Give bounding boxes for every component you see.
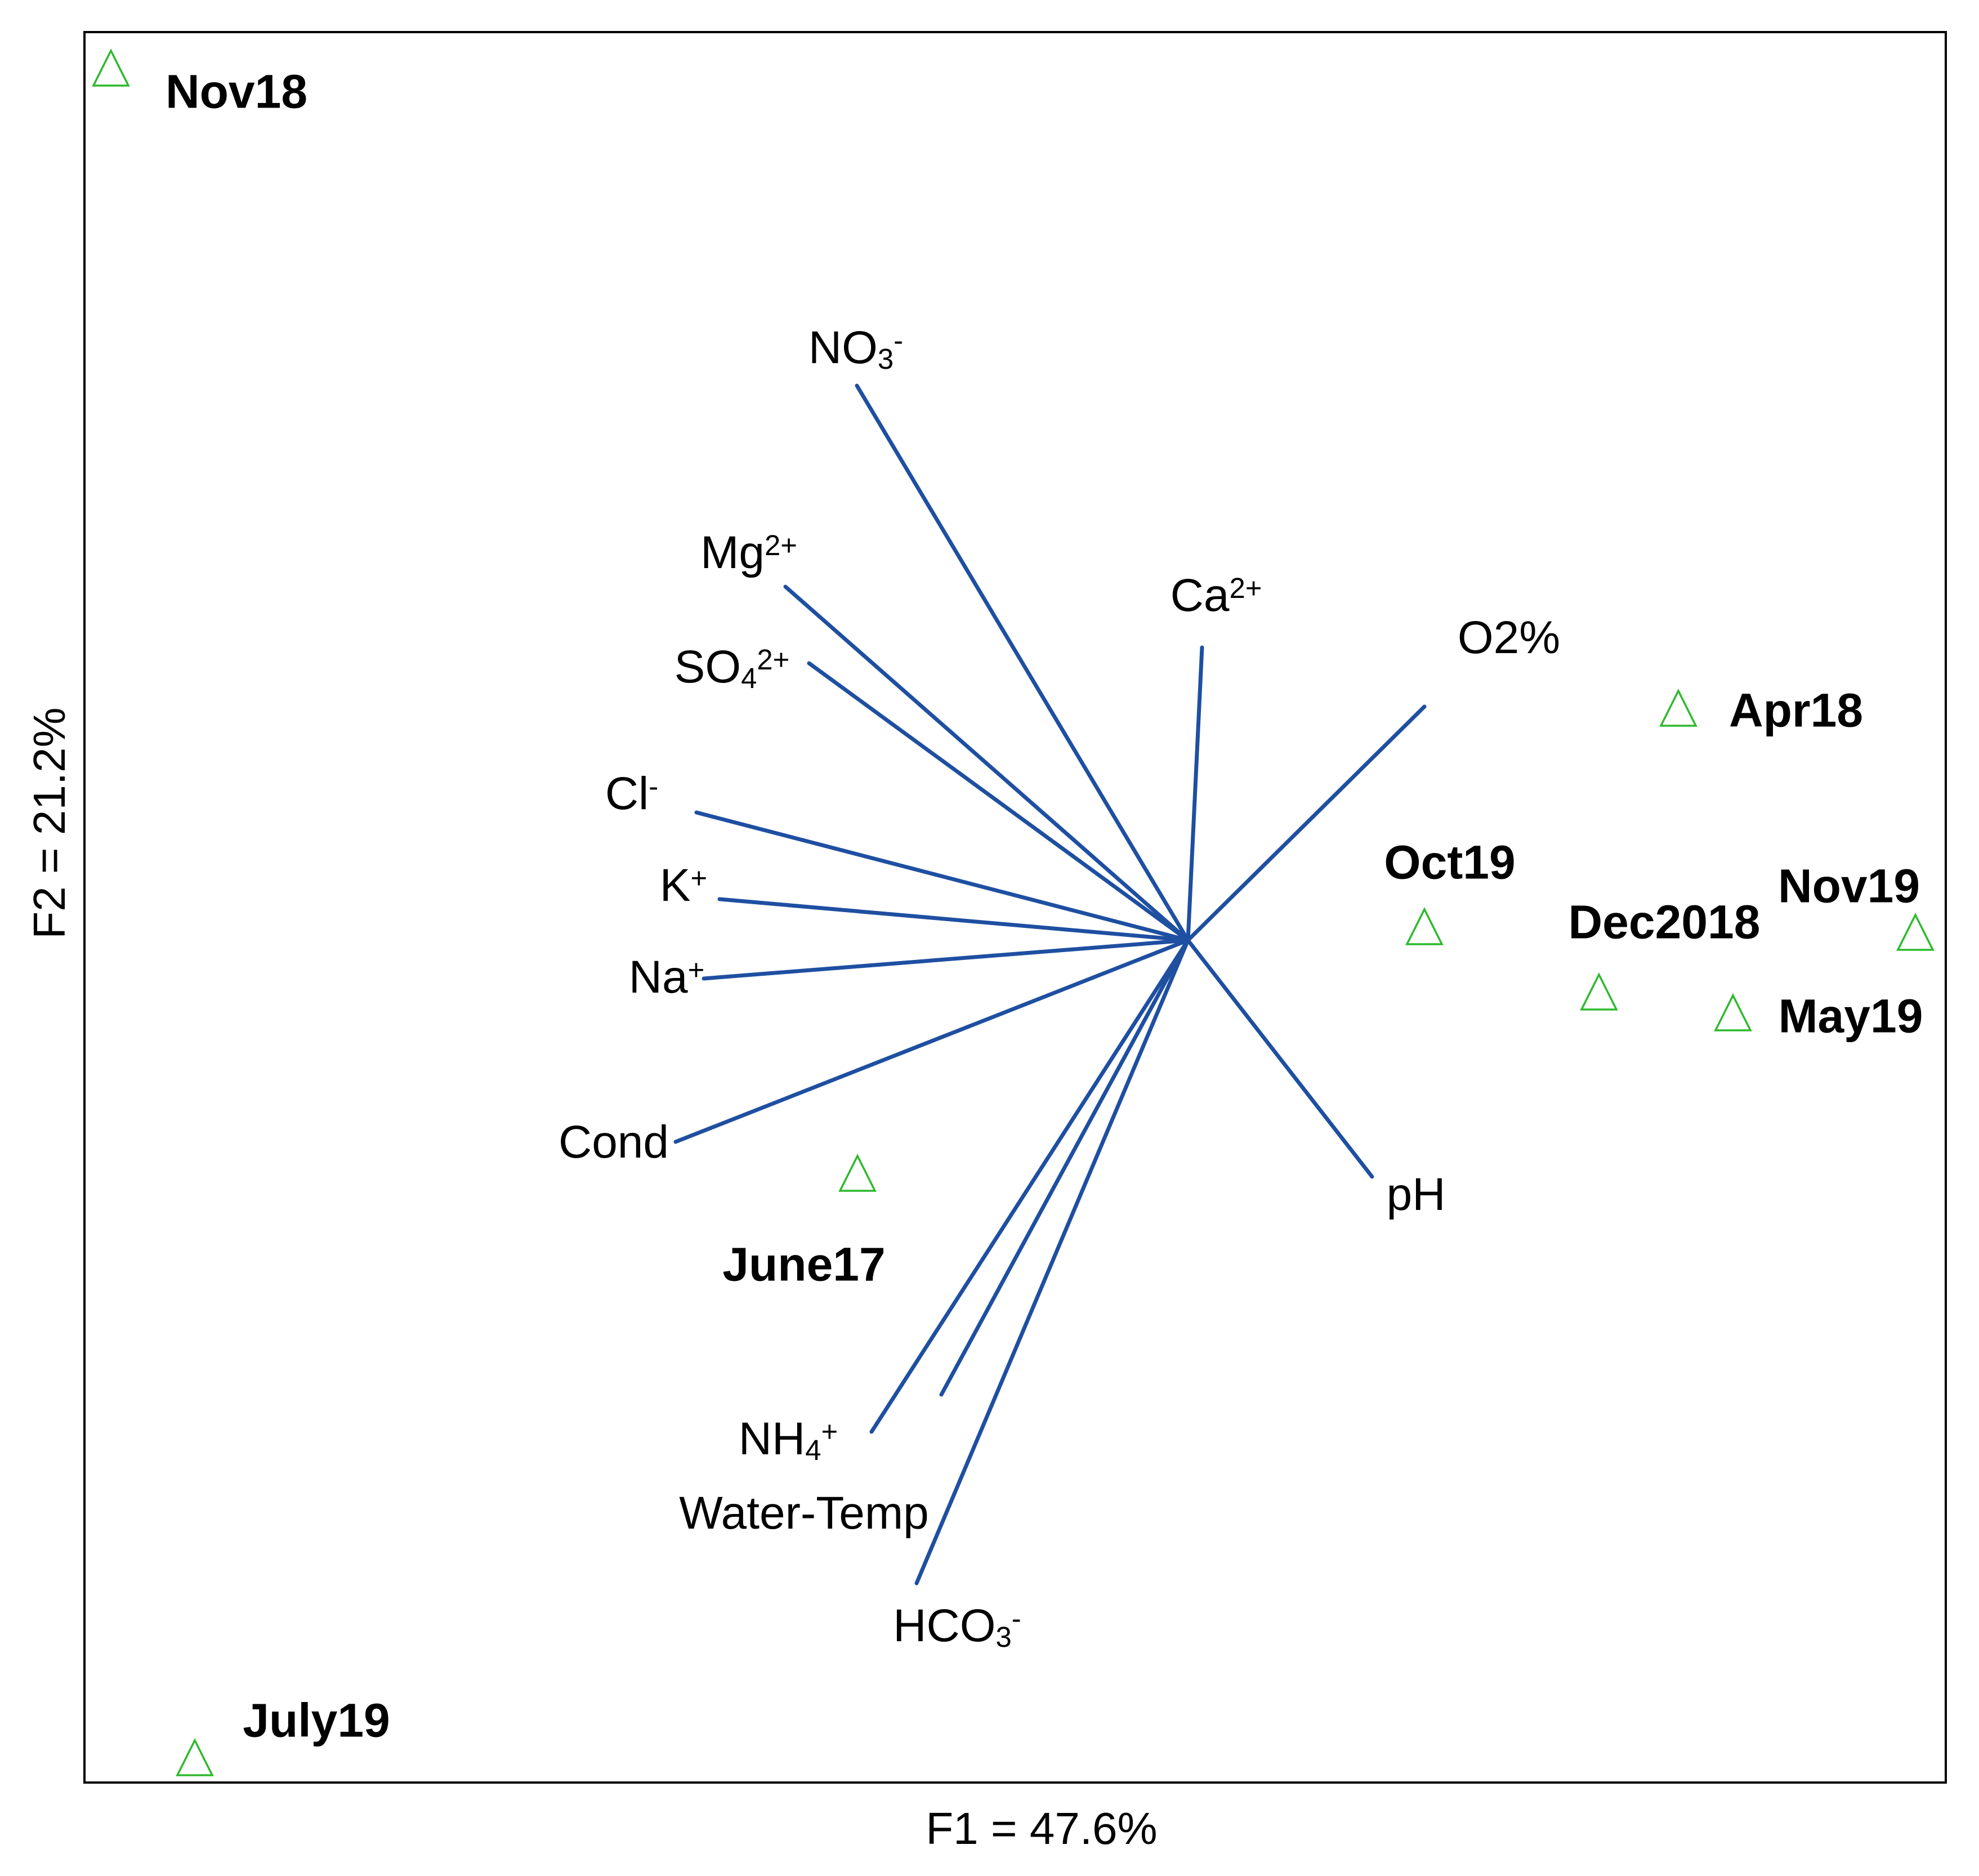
vector-label-hco3-segment: 3 (995, 1621, 1012, 1654)
vector-label-k-segment: + (690, 862, 708, 895)
vector-label-water-temp-segment: Water-Temp (679, 1488, 929, 1539)
vector-label-water-temp: Water-Temp (679, 1487, 928, 1540)
vector-label-k-segment: K (659, 860, 691, 911)
sample-marker-may19 (1714, 993, 1752, 1031)
vector-label-no3-segment: 3 (877, 343, 894, 376)
sample-label-apr18: Apr18 (1728, 684, 1864, 737)
vector-label-na: Na+ (629, 951, 705, 1004)
vector-label-ph: pH (1387, 1168, 1446, 1221)
vector-label-o2: O2% (1458, 611, 1560, 664)
vector-label-cond-segment: Cond (558, 1116, 669, 1168)
vector-mg (783, 584, 1190, 943)
vector-so4 (807, 661, 1190, 943)
vector-hco3 (914, 938, 1190, 1585)
sample-marker-nov18 (92, 48, 130, 87)
vector-label-cl-segment: Cl (605, 768, 649, 819)
x-axis-label: F1 = 47.6% (926, 1803, 1158, 1853)
vector-label-ca: Ca2+ (1171, 569, 1262, 622)
vector-cond (673, 938, 1190, 1144)
vector-label-hco3: HCO3- (893, 1600, 1021, 1654)
vector-label-so4-segment: 2+ (757, 644, 790, 676)
vector-label-so4-segment: SO (674, 641, 741, 693)
sample-marker-apr18 (1659, 689, 1697, 727)
sample-marker-dec2018 (1580, 972, 1618, 1011)
vector-label-nh4-segment: 4 (805, 1434, 821, 1467)
y-axis-label: F2 = 21.2% (24, 707, 74, 939)
vector-cl (694, 810, 1190, 943)
vector-na (702, 938, 1190, 981)
vector-ph (1186, 938, 1374, 1179)
vector-k (717, 897, 1190, 943)
vector-ca (1186, 645, 1204, 943)
sample-label-oct19: Oct19 (1384, 836, 1516, 889)
vector-label-cl-segment: - (649, 770, 659, 803)
vector-label-na-segment: + (687, 954, 705, 986)
vector-label-no3-segment: NO (808, 322, 878, 373)
sample-label-may19: May19 (1778, 989, 1923, 1043)
vector-o2 (1186, 704, 1427, 943)
vector-label-ca-segment: 2+ (1229, 572, 1262, 605)
vector-label-hco3-segment: HCO (893, 1600, 996, 1651)
vector-label-k: K+ (660, 859, 707, 912)
vector-label-mg-segment: Mg (700, 527, 765, 578)
vector-label-so4-segment: 4 (741, 662, 757, 695)
sample-marker-nov19 (1896, 913, 1935, 951)
vector-label-nh4-segment: NH (738, 1413, 806, 1464)
vector-label-cond: Cond (559, 1116, 669, 1169)
sample-label-nov18: Nov18 (165, 65, 308, 118)
vector-label-na-segment: Na (628, 952, 688, 1003)
vector-no3 (855, 383, 1190, 943)
vector-label-cl: Cl- (605, 767, 658, 820)
sample-marker-july19 (176, 1738, 214, 1776)
vector-label-nh4-segment: + (821, 1415, 838, 1448)
vector-label-ph-segment: pH (1386, 1169, 1446, 1220)
sample-label-july19: July19 (243, 1694, 390, 1747)
plot-frame (83, 31, 1947, 1784)
vector-water-temp (939, 938, 1190, 1397)
vector-label-so4: SO42+ (674, 641, 790, 694)
vector-label-hco3-segment: - (1011, 1602, 1021, 1635)
vector-label-mg-segment: 2+ (764, 529, 797, 562)
sample-label-june17: June17 (722, 1238, 886, 1291)
sample-marker-oct19 (1405, 907, 1444, 945)
sample-marker-june17 (838, 1154, 877, 1192)
vector-label-o2-segment: O2% (1457, 612, 1561, 663)
vector-label-nh4: NH4+ (739, 1413, 838, 1466)
vector-label-ca-segment: Ca (1170, 570, 1230, 621)
vector-label-no3: NO3- (808, 321, 904, 376)
vector-nh4 (869, 938, 1190, 1434)
vector-label-mg: Mg2+ (700, 526, 797, 579)
sample-label-nov19: Nov19 (1777, 859, 1920, 913)
sample-label-dec2018: Dec2018 (1568, 895, 1761, 949)
vector-label-no3-segment: - (894, 324, 904, 357)
